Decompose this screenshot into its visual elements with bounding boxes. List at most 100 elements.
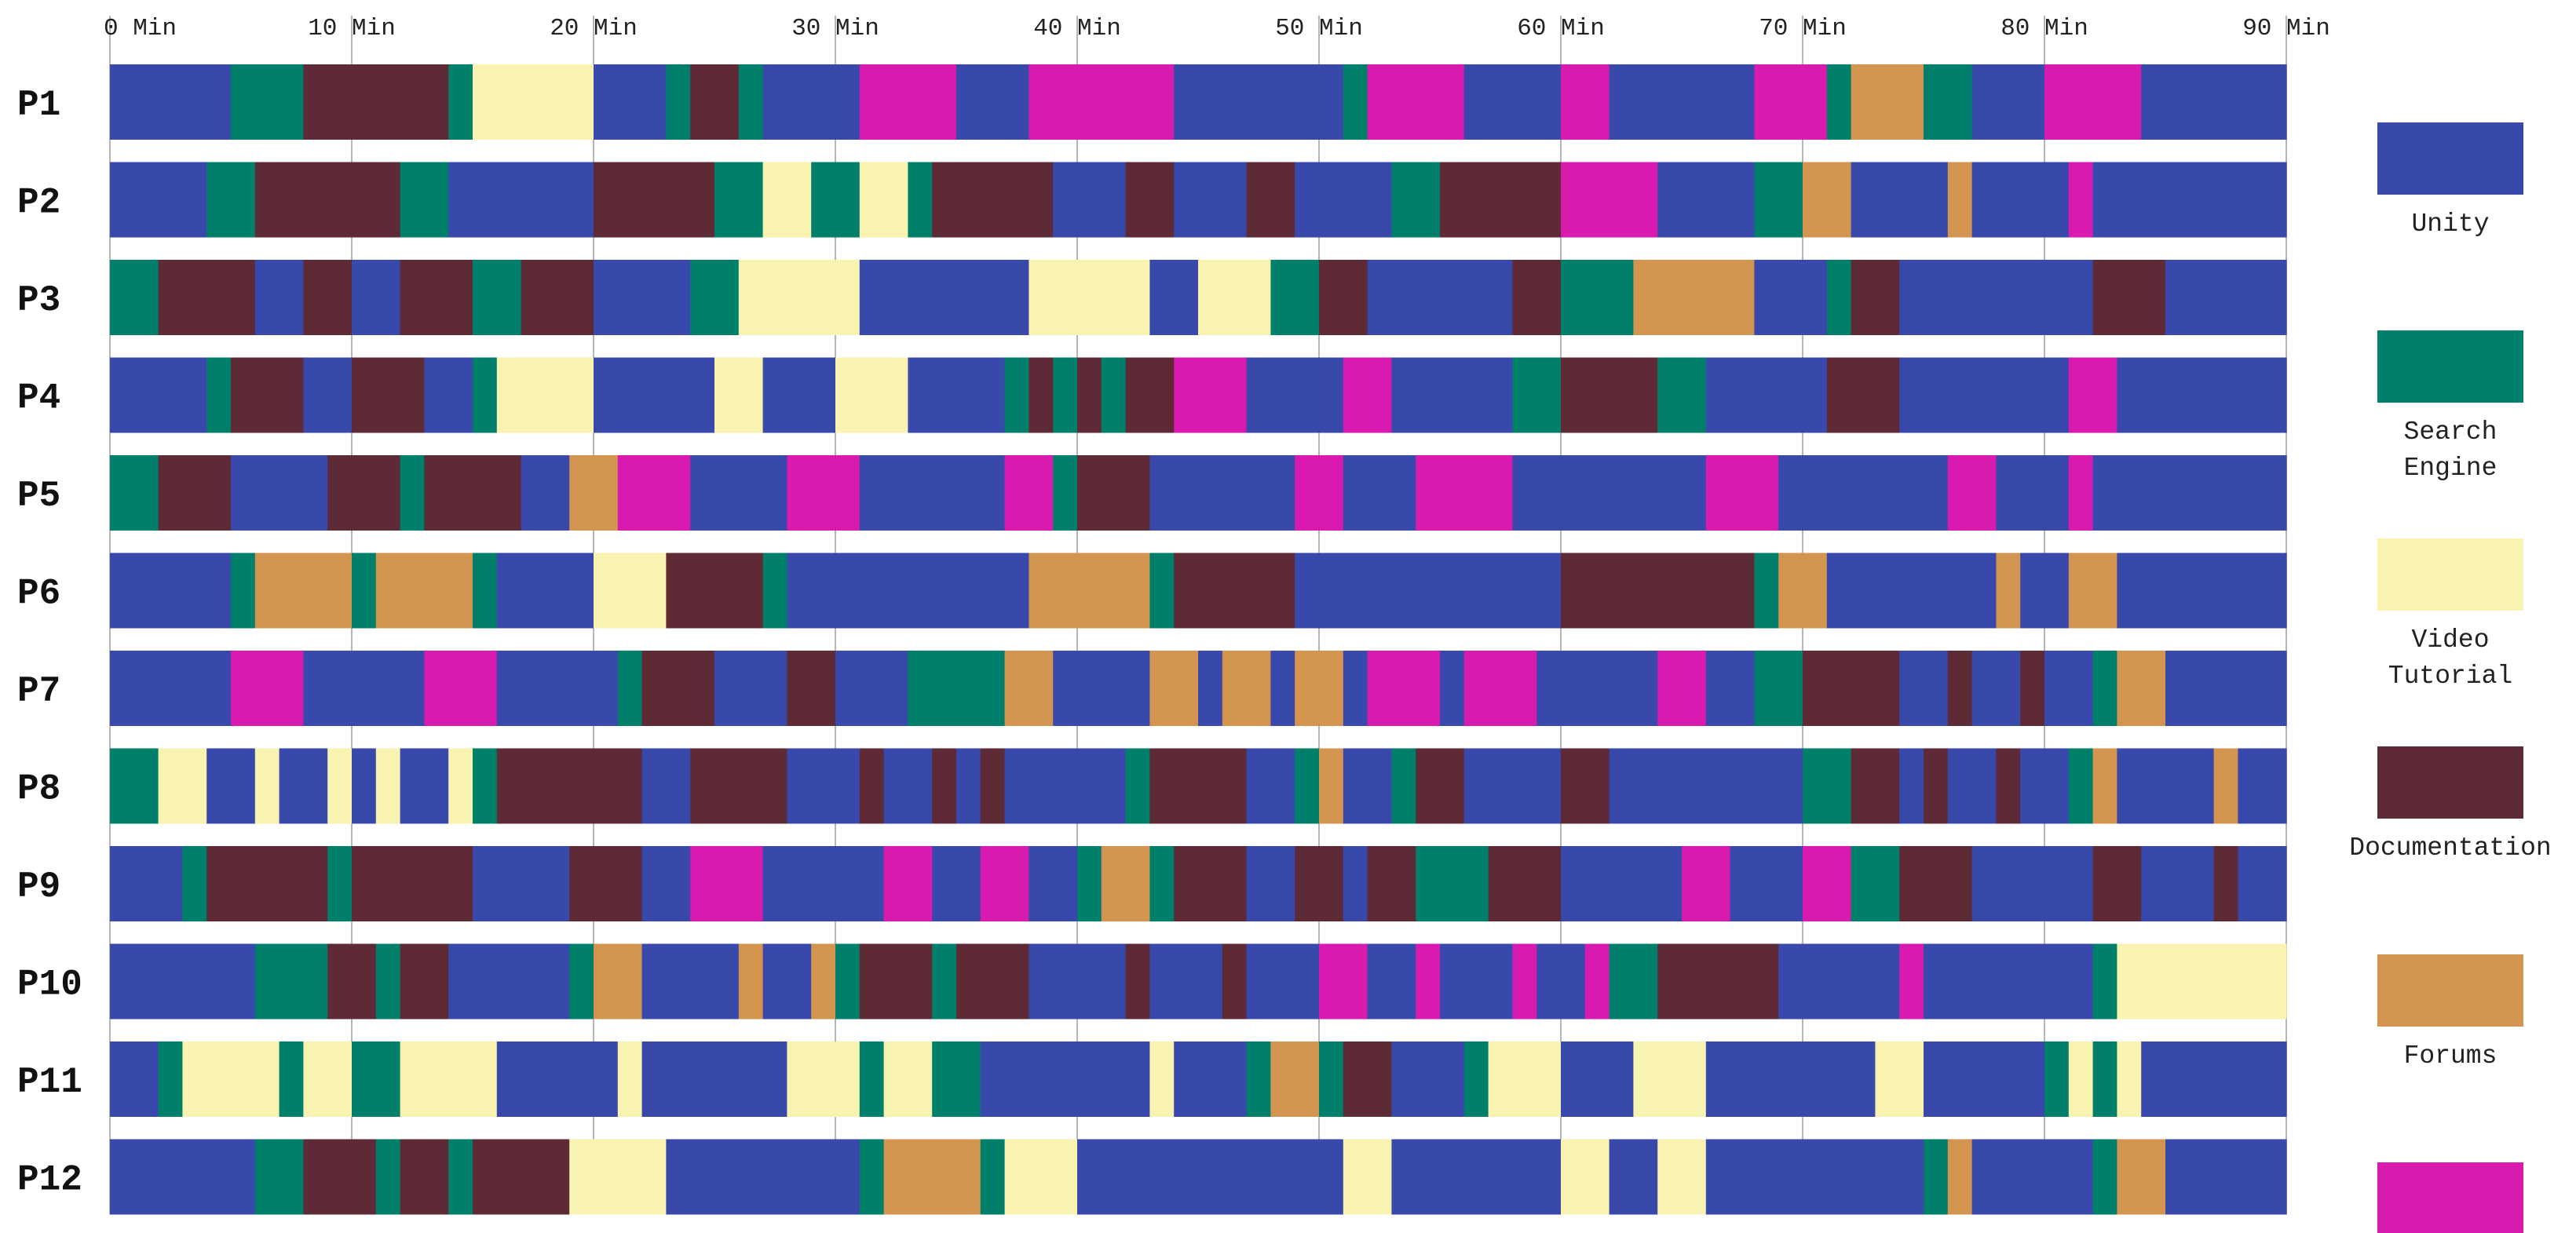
activity-segment: [158, 455, 232, 531]
activity-segment: [1198, 651, 1223, 726]
activity-segment: [1899, 943, 1924, 1020]
activity-segment: [303, 651, 425, 726]
activity-segment: [2141, 64, 2287, 140]
activity-segment: [811, 162, 860, 238]
activity-segment: [594, 357, 715, 433]
activity-segment: [569, 846, 643, 921]
legend-item: Unity: [2377, 122, 2523, 239]
activity-segment: [1996, 748, 2021, 824]
activity-segment: [110, 1139, 256, 1215]
activity-segment: [1778, 553, 1828, 629]
activity-segment: [1947, 651, 1973, 726]
activity-segment: [666, 553, 764, 629]
activity-segment: [352, 748, 377, 824]
activity-segment: [835, 357, 908, 433]
activity-segment: [158, 1041, 183, 1117]
activity-segment: [206, 357, 232, 433]
activity-segment: [1149, 1041, 1175, 1117]
activity-segment: [1004, 1139, 1078, 1215]
activity-segment: [1053, 651, 1150, 726]
activity-segment: [1705, 1139, 1924, 1215]
activity-segment: [956, 943, 1029, 1020]
activity-segment: [1512, 943, 1537, 1020]
activity-segment: [254, 1139, 304, 1215]
activity-segment: [2141, 1041, 2287, 1117]
activity-segment: [1270, 260, 1320, 335]
activity-segment: [641, 1041, 787, 1117]
activity-segment: [206, 748, 256, 824]
activity-segment: [811, 943, 836, 1020]
activity-segment: [424, 455, 522, 531]
activity-segment: [473, 64, 594, 140]
activity-segment: [690, 260, 740, 335]
activity-segment: [1319, 260, 1368, 335]
legend-label: Unity: [2411, 210, 2489, 239]
activity-segment: [327, 455, 401, 531]
activity-segment: [1561, 553, 1755, 629]
activity-segment: [424, 357, 473, 433]
activity-segment: [1029, 943, 1127, 1020]
row-label: P6: [17, 574, 60, 615]
activity-segment: [473, 357, 498, 433]
activity-segment: [110, 64, 232, 140]
activity-segment: [448, 748, 473, 824]
activity-segment: [400, 455, 425, 531]
activity-segment: [1561, 162, 1658, 238]
activity-segment: [2068, 357, 2117, 433]
activity-segment: [254, 553, 353, 629]
activity-segment: [1367, 64, 1465, 140]
activity-segment: [448, 64, 473, 140]
activity-segment: [448, 943, 570, 1020]
activity-segment: [473, 1139, 570, 1215]
activity-segment: [1343, 651, 1368, 726]
activity-segment: [1391, 162, 1441, 238]
activity-segment: [303, 357, 353, 433]
activity-segment: [1149, 455, 1295, 531]
activity-segment: [980, 1041, 1150, 1117]
activity-segment: [1367, 260, 1513, 335]
activity-segment: [2238, 748, 2287, 824]
activity-segment: [496, 357, 594, 433]
activity-segment: [496, 1041, 619, 1117]
activity-segment: [1367, 943, 1416, 1020]
activity-segment: [2092, 260, 2166, 335]
activity-segment: [1899, 357, 2070, 433]
activity-segment: [1222, 651, 1271, 726]
activity-segment: [1609, 1139, 1658, 1215]
activity-segment: [1947, 162, 1973, 238]
activity-segment: [932, 943, 957, 1020]
activity-segment: [932, 162, 1054, 238]
activity-segment: [1295, 748, 1320, 824]
activity-segment: [1029, 357, 1054, 433]
activity-segment: [1851, 846, 1900, 921]
activity-segment: [2092, 162, 2287, 238]
activity-segment: [2092, 455, 2287, 531]
activity-segment: [1125, 748, 1150, 824]
activity-segment: [375, 553, 473, 629]
x-tick-label: 70 Min: [1759, 15, 1847, 42]
activity-segment: [1343, 455, 1416, 531]
activity-segment: [1367, 846, 1416, 921]
activity-segment: [980, 1139, 1006, 1215]
activity-segment: [254, 748, 280, 824]
activity-segment: [1826, 357, 1900, 433]
activity-segment: [1125, 357, 1175, 433]
activity-segment: [1174, 357, 1248, 433]
activity-segment: [352, 357, 425, 433]
activity-segment: [2044, 651, 2094, 726]
activity-segment: [1295, 846, 1344, 921]
x-tick-label: 90 Min: [2242, 15, 2330, 42]
activity-segment: [762, 846, 885, 921]
activity-segment: [1633, 260, 1755, 335]
activity-segment: [738, 64, 764, 140]
activity-segment: [473, 260, 522, 335]
activity-segment: [2068, 1041, 2094, 1117]
activity-segment: [2238, 846, 2287, 921]
activity-segment: [859, 455, 1006, 531]
activity-segment: [2092, 943, 2117, 1020]
activity-segment: [569, 455, 619, 531]
activity-segment: [1391, 1139, 1562, 1215]
activity-segment: [1971, 64, 2045, 140]
activity-segment: [1343, 64, 1368, 140]
activity-segment: [1367, 651, 1441, 726]
